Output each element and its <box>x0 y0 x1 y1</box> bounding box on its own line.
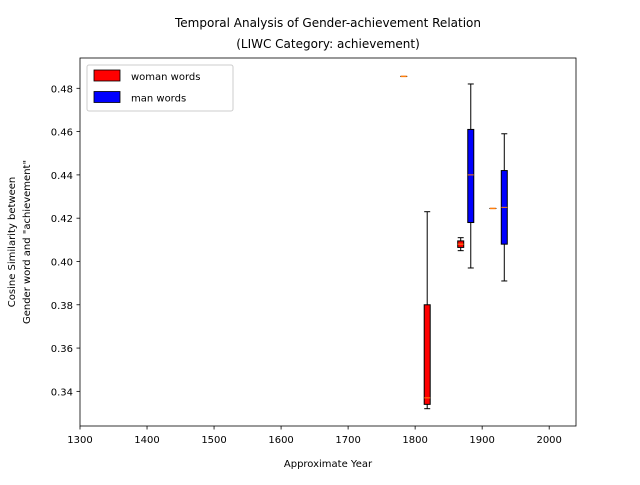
y-tick-label: 0.40 <box>51 257 73 268</box>
x-axis-ticks: 1300 1400 1500 1600 1700 1800 1900 2000 <box>67 426 562 446</box>
legend: woman words man words <box>86 64 234 112</box>
box-man-words <box>467 83 475 269</box>
x-tick-label: 1700 <box>335 435 360 446</box>
box-body <box>467 128 475 224</box>
legend-label: man words <box>131 94 186 105</box>
y-tick-label: 0.34 <box>51 387 73 398</box>
box-woman-words <box>457 237 465 252</box>
y-tick-label: 0.42 <box>51 214 73 225</box>
y-axis-title-line1: Cosine Similarity between <box>7 177 18 307</box>
y-axis-title-line2: Gender word and "achievement" <box>22 160 33 324</box>
y-tick-label: 0.38 <box>51 301 73 312</box>
legend-frame <box>86 64 234 112</box>
x-axis-title: Approximate Year <box>284 459 373 470</box>
legend-label: woman words <box>131 72 200 83</box>
box-body <box>423 304 431 405</box>
box-series <box>400 75 508 410</box>
x-tick-label: 1500 <box>201 435 226 446</box>
chart-title: Temporal Analysis of Gender-achievement … <box>174 16 481 30</box>
x-tick-label: 1800 <box>402 435 427 446</box>
x-tick-label: 1400 <box>134 435 159 446</box>
chart-subtitle: (LIWC Category: achievement) <box>236 37 420 51</box>
x-tick-label: 1300 <box>67 435 92 446</box>
y-tick-label: 0.44 <box>51 171 73 182</box>
x-tick-label: 1600 <box>268 435 293 446</box>
x-tick-label: 2000 <box>536 435 561 446</box>
x-tick-label: 1900 <box>469 435 494 446</box>
legend-swatch <box>93 91 121 103</box>
box-woman-words <box>423 211 431 410</box>
y-tick-label: 0.48 <box>51 84 73 95</box>
y-tick-label: 0.46 <box>51 128 73 139</box>
y-tick-label: 0.36 <box>51 344 73 355</box>
y-axis-ticks: 0.34 0.36 0.38 0.40 0.42 0.44 0.46 0.48 <box>51 84 80 398</box>
legend-swatch <box>93 69 121 82</box>
box-man-words <box>500 133 508 282</box>
plot-area-frame <box>79 57 577 427</box>
